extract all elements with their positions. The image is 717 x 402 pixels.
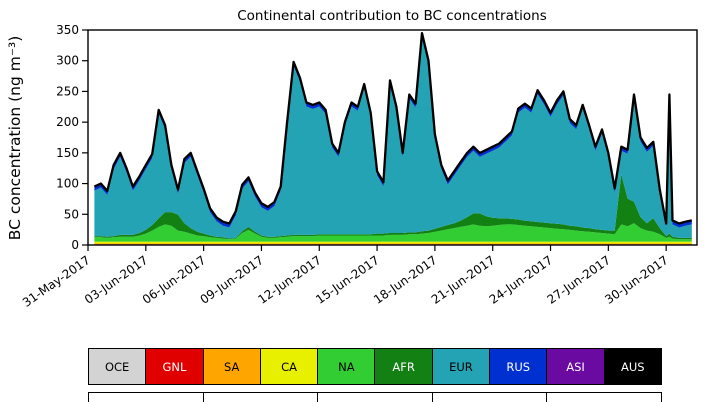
y-tick-label: 350 [56, 23, 79, 37]
y-tick-label: 300 [56, 54, 79, 68]
y-tick-label: 200 [56, 115, 79, 129]
legend-item-ASI: ASI [546, 348, 605, 385]
y-axis-label: BC concentration (ng m⁻³) [6, 36, 24, 241]
area-NA [94, 223, 692, 242]
legend-item-CA: CA [259, 348, 319, 385]
stacked-areas [93, 31, 693, 245]
legend-row2-cell [431, 392, 548, 402]
x-tick-label: 12-Jun-2017 [255, 253, 324, 307]
area-EUR [94, 37, 692, 239]
x-tick-label: 03-Jun-2017 [82, 253, 151, 307]
total-line [93, 31, 693, 225]
x-tick-label: 24-Jun-2017 [487, 253, 556, 307]
y-tick-label: 150 [56, 146, 79, 160]
x-tick-label: 18-Jun-2017 [371, 253, 440, 307]
legend-row2-cell [202, 392, 319, 402]
y-tick-label: 100 [56, 177, 79, 191]
area-SA [94, 243, 692, 245]
legend-item-EUR: EUR [431, 348, 491, 385]
y-tick-label: 250 [56, 84, 79, 98]
legend-item-SA: SA [202, 348, 261, 385]
bc-stacked-area-chart: 0 50 100 150 200 250 300 350 31-May-201703-Jun-2… [6, 8, 698, 310]
x-tick-label: 31-May-2017 [20, 253, 93, 310]
y-tick-label: 50 [64, 207, 79, 221]
legend-item-RUS: RUS [489, 348, 548, 385]
legend-item-NA: NA [317, 348, 376, 385]
area-AFR [94, 174, 692, 240]
x-tick-label: 06-Jun-2017 [140, 253, 209, 307]
x-tick-label: 21-Jun-2017 [429, 253, 498, 307]
legend-row2-cell [317, 392, 433, 402]
legend-item-AFR: AFR [374, 348, 433, 385]
chart-title: Continental contribution to BC concentra… [237, 8, 547, 24]
area-CA [94, 241, 692, 244]
y-tick-label: 0 [71, 238, 79, 252]
legend-item-AUS: AUS [603, 348, 662, 385]
legend-item-GNL: GNL [145, 348, 204, 385]
legend-row2-cell [88, 392, 204, 402]
x-tick-label: 09-Jun-2017 [198, 253, 267, 307]
legend: OCE GNL SA CA NA AFR EUR RUS ASI AUS [88, 348, 662, 385]
x-tick-label: 27-Jun-2017 [545, 253, 614, 307]
legend-item-OCE: OCE [88, 348, 147, 385]
x-tick-label: 15-Jun-2017 [313, 253, 382, 307]
legend-row2-cell [546, 392, 662, 402]
x-tick-label: 30-Jun-2017 [602, 253, 671, 307]
legend-partial-row [88, 392, 662, 402]
